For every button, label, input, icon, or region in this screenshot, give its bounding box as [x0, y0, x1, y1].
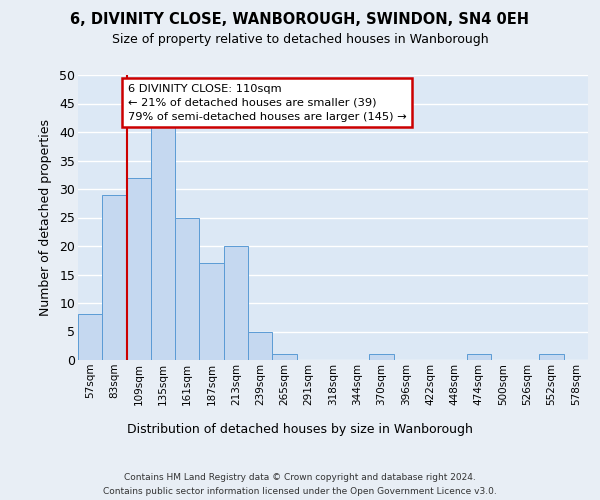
Text: Distribution of detached houses by size in Wanborough: Distribution of detached houses by size … — [127, 422, 473, 436]
Bar — [78, 314, 102, 360]
Text: Contains public sector information licensed under the Open Government Licence v3: Contains public sector information licen… — [103, 488, 497, 496]
Bar — [370, 354, 394, 360]
Bar — [199, 263, 224, 360]
Text: Contains HM Land Registry data © Crown copyright and database right 2024.: Contains HM Land Registry data © Crown c… — [124, 472, 476, 482]
Bar — [224, 246, 248, 360]
Text: 6, DIVINITY CLOSE, WANBOROUGH, SWINDON, SN4 0EH: 6, DIVINITY CLOSE, WANBOROUGH, SWINDON, … — [71, 12, 530, 28]
Bar — [175, 218, 199, 360]
Bar — [248, 332, 272, 360]
Bar — [467, 354, 491, 360]
Text: Size of property relative to detached houses in Wanborough: Size of property relative to detached ho… — [112, 32, 488, 46]
Bar — [102, 194, 127, 360]
Text: 6 DIVINITY CLOSE: 110sqm
← 21% of detached houses are smaller (39)
79% of semi-d: 6 DIVINITY CLOSE: 110sqm ← 21% of detach… — [128, 84, 406, 122]
Bar — [272, 354, 296, 360]
Bar — [539, 354, 564, 360]
Y-axis label: Number of detached properties: Number of detached properties — [39, 119, 52, 316]
Bar — [151, 126, 175, 360]
Bar — [127, 178, 151, 360]
